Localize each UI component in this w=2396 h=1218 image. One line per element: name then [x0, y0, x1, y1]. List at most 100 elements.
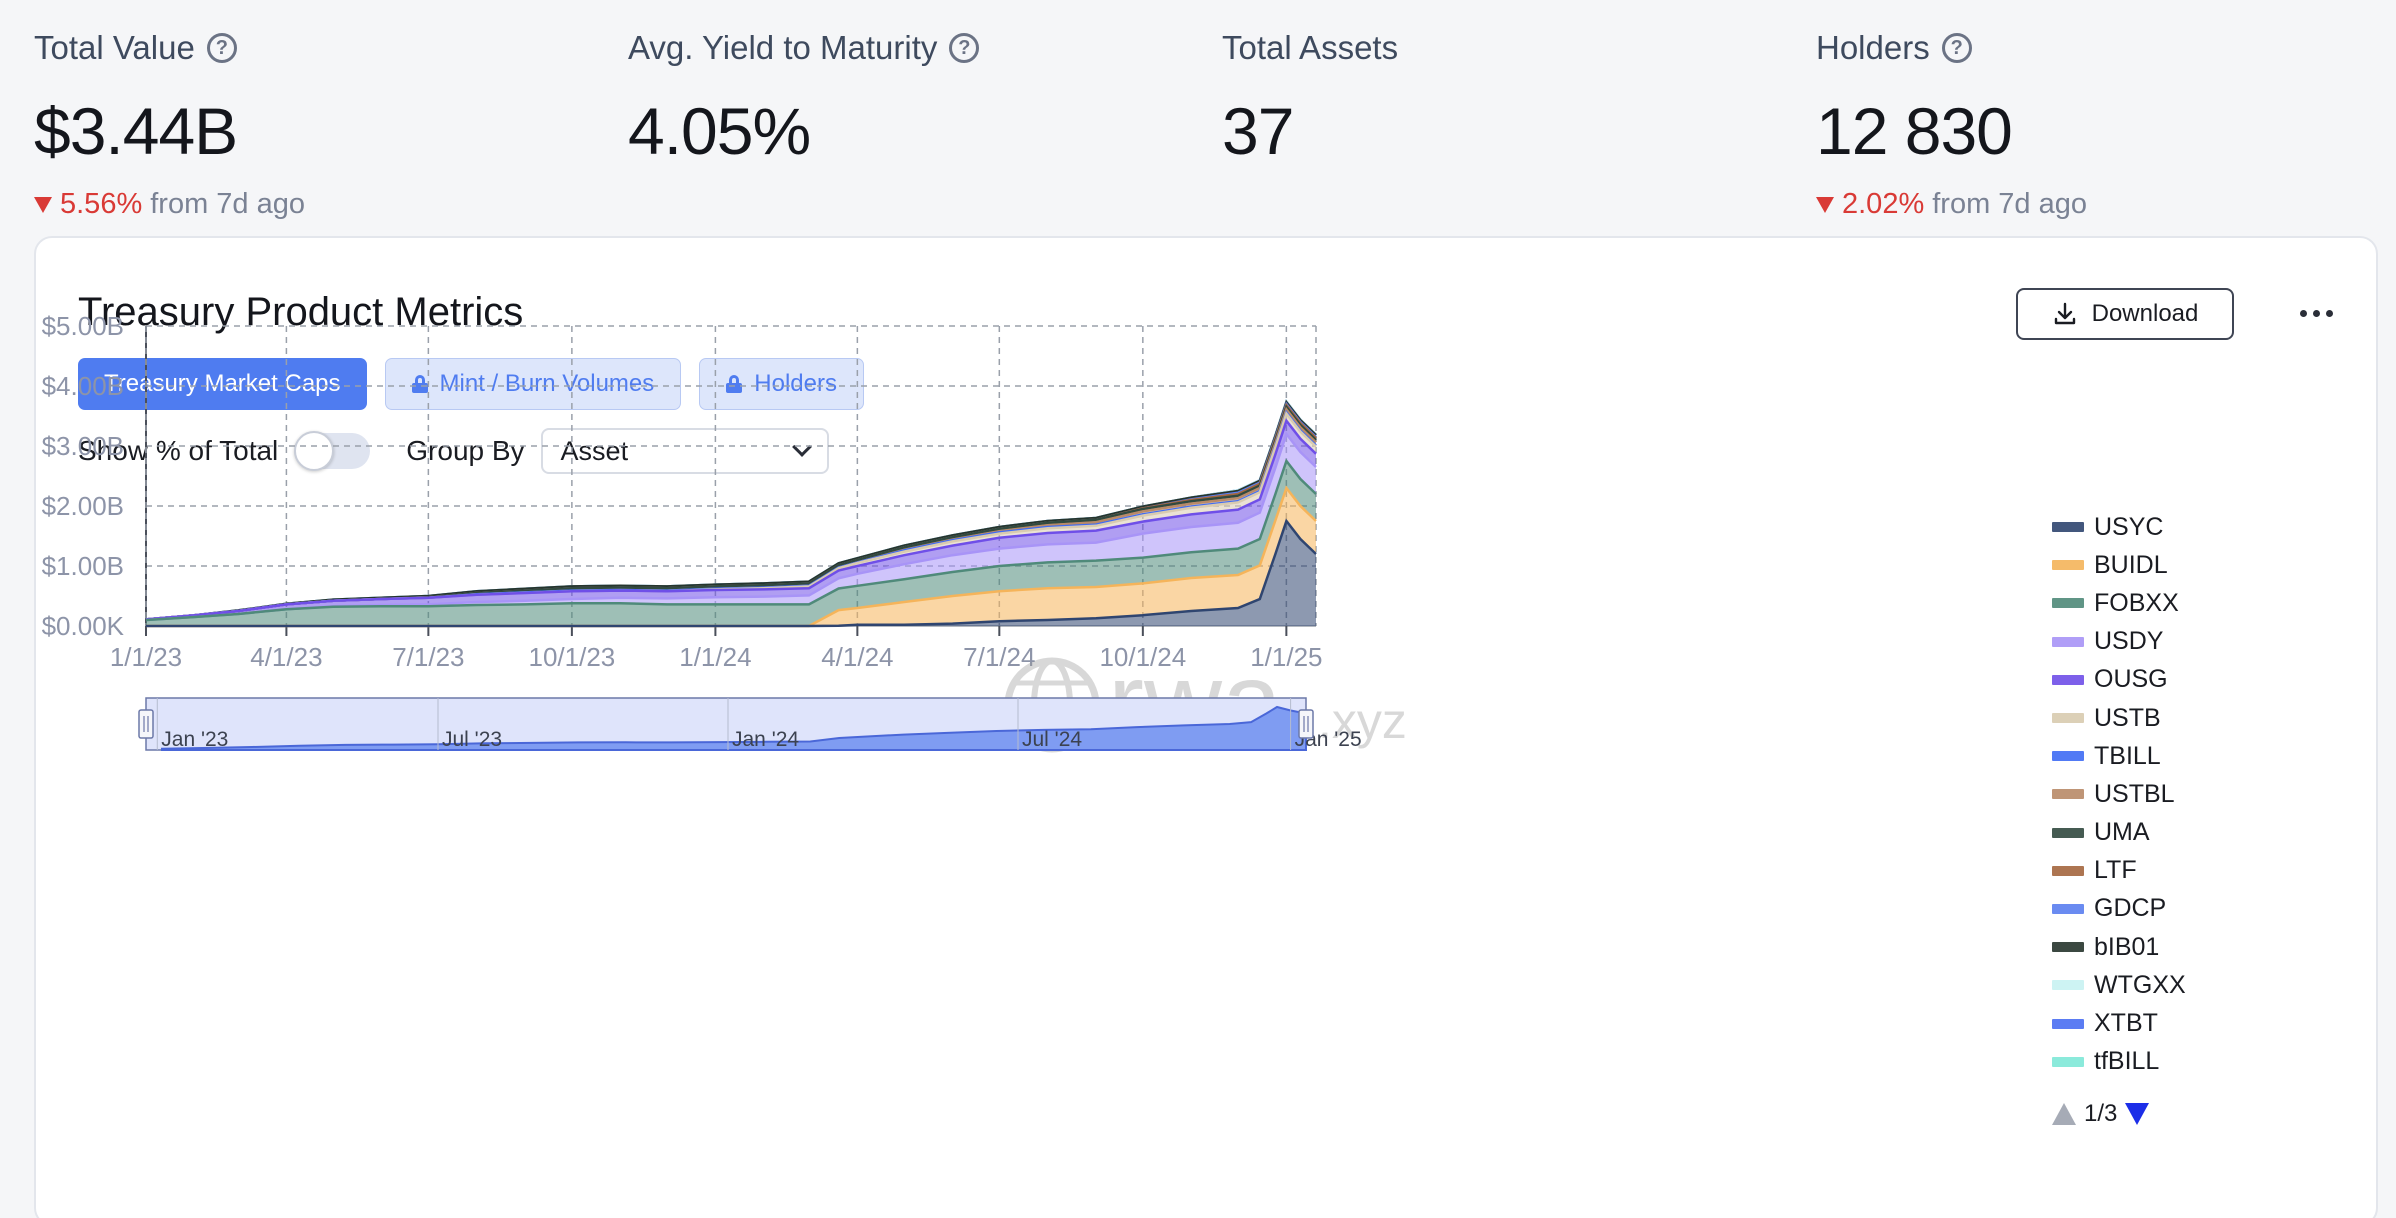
legend-swatch [2052, 636, 2084, 647]
legend-label: FOBXX [2094, 588, 2179, 617]
tab-label: Treasury Market Caps [104, 370, 341, 397]
kpi-label: Holders [1816, 29, 1930, 66]
y-tick-label: $1.00B [42, 551, 124, 581]
tab-label: Mint / Burn Volumes [439, 370, 655, 397]
navigator-series [161, 705, 1307, 751]
legend-swatch [2052, 942, 2084, 953]
navigator: Jan '23 Jul '23 Jan '24 Jul '24 Jan '25 [138, 697, 1362, 751]
watermark-suffix: .xyz [1318, 693, 1407, 749]
line-OUSG [145, 418, 1317, 621]
legend-label: XTBT [2094, 1009, 2158, 1038]
legend-swatch [2052, 560, 2084, 571]
help-icon[interactable]: ? [1941, 33, 1972, 63]
legend-swatch [2052, 674, 2084, 685]
legend-swatch [2052, 903, 2084, 914]
x-tick-label: 4/1/23 [250, 642, 322, 672]
legend-swatch [2052, 865, 2084, 876]
legend-swatch [2052, 1056, 2084, 1067]
y-tick-label: $4.00B [42, 371, 124, 401]
legend-item-XTBT[interactable]: XTBT [2052, 1004, 2186, 1042]
kpi-label: Total Assets [1222, 29, 1399, 66]
legend-label: bIB01 [2094, 932, 2160, 961]
legend-label: OUSG [2094, 665, 2168, 694]
x-tick-label: 7/1/23 [392, 642, 464, 672]
legend-swatch [2052, 751, 2084, 762]
legend-next-icon[interactable] [2125, 1103, 2150, 1125]
x-tick-label: 4/1/24 [821, 642, 893, 672]
grid-lines [145, 325, 1317, 634]
legend-prev-icon[interactable] [2052, 1103, 2076, 1125]
legend-swatch [2052, 827, 2084, 838]
legend-label: TBILL [2094, 741, 2161, 770]
kpi-change: 5.56% from 7d ago [34, 188, 594, 221]
kpi-change-suffix: from 7d ago [150, 188, 305, 220]
toggle-knob [294, 431, 335, 471]
kpi-change-value: 5.56% [60, 188, 143, 220]
legend-item-USTB[interactable]: USTB [2052, 699, 2186, 737]
more-options-icon[interactable] [2286, 300, 2346, 326]
legend-item-TBILL[interactable]: TBILL [2052, 737, 2186, 775]
legend-item-GDCP[interactable]: GDCP [2052, 890, 2186, 928]
group-by-label: Group By [406, 435, 525, 466]
x-tick-label: 10/1/23 [529, 642, 616, 672]
download-button[interactable]: Download [2016, 288, 2234, 340]
x-tick-label: 7/1/24 [963, 642, 1035, 672]
tab-treasury-market-caps[interactable]: Treasury Market Caps [78, 358, 367, 410]
legend-item-bIB01[interactable]: bIB01 [2052, 928, 2186, 966]
legend-swatch [2052, 789, 2084, 800]
legend-item-FOBXX[interactable]: FOBXX [2052, 584, 2186, 622]
navigator-label: Jul '24 [1022, 728, 1082, 751]
tab-label: Holders [754, 370, 837, 397]
kpi-change: 2.02% from 7d ago [1816, 188, 2376, 221]
line-USYC [146, 518, 1317, 628]
line-FOBXX [145, 458, 1317, 622]
legend-label: tfBILL [2094, 1047, 2160, 1076]
legend: USYC BUIDL FOBXX USDY OUSG USTB TBILL USTBL UMA L… [2052, 508, 2186, 1081]
tab-bar: Treasury Market Caps Mint / Burn Volumes… [78, 358, 864, 410]
kpi-label: Avg. Yield to Maturity [628, 29, 938, 66]
legend-label: GDCP [2094, 894, 2167, 923]
series-areas [145, 398, 1317, 628]
kpi-total-value: Total Value? $3.44B 5.56% from 7d ago [34, 26, 594, 221]
tab-holders[interactable]: Holders [699, 358, 864, 410]
treasury-metrics-card: Treasury Product Metrics Download Treasu… [34, 236, 2378, 1218]
legend-swatch [2052, 980, 2084, 991]
x-axis: 1/1/23 4/1/23 7/1/23 10/1/23 1/1/24 4/1/24 7/1… [110, 626, 1323, 672]
legend-page-text: 1/3 [2084, 1100, 2118, 1127]
legend-label: USYC [2094, 512, 2164, 541]
legend-item-tfBILL[interactable]: tfBILL [2052, 1043, 2186, 1081]
legend-swatch [2052, 713, 2084, 724]
navigator-handle-left[interactable] [138, 709, 154, 739]
legend-item-BUIDL[interactable]: BUIDL [2052, 546, 2186, 584]
area-FOBXX [146, 461, 1316, 626]
legend-item-LTF[interactable]: LTF [2052, 852, 2186, 890]
kpi-label: Total Value [34, 29, 195, 66]
legend-label: LTF [2094, 856, 2137, 885]
kpi-avg-yield: Avg. Yield to Maturity? 4.05% [628, 26, 1188, 164]
area-BUIDL [146, 488, 1316, 626]
show-pct-label: Show % of Total [78, 435, 279, 466]
down-arrow-icon [1816, 196, 1834, 213]
legend-item-OUSG[interactable]: OUSG [2052, 661, 2186, 699]
area-USYC [146, 521, 1316, 626]
legend-pager: 1/3 [2052, 1100, 2150, 1128]
legend-label: BUIDL [2094, 550, 2168, 579]
navigator-handle-right[interactable] [1298, 709, 1314, 739]
legend-item-WTGXX[interactable]: WTGXX [2052, 966, 2186, 1004]
legend-label: USTBL [2094, 779, 2175, 808]
download-label: Download [2091, 300, 2199, 327]
legend-item-USYC[interactable]: USYC [2052, 508, 2186, 546]
kpi-change-value: 2.02% [1842, 188, 1925, 220]
legend-label: UMA [2094, 818, 2150, 847]
y-tick-label: $2.00B [42, 491, 124, 521]
market-cap-chart: $0.00K $1.00B $2.00B $3.00B $4.00B $5.00B 1/1… [42, 311, 1407, 761]
help-icon[interactable]: ? [949, 33, 980, 63]
kpi-value: 37 [1222, 94, 1294, 168]
show-pct-toggle[interactable] [294, 431, 371, 471]
legend-label: WTGXX [2094, 970, 2186, 999]
legend-item-UMA[interactable]: UMA [2052, 814, 2186, 852]
help-icon[interactable]: ? [206, 33, 237, 63]
tab-mint-burn-volumes[interactable]: Mint / Burn Volumes [384, 358, 682, 410]
legend-item-USTBL[interactable]: USTBL [2052, 775, 2186, 813]
legend-item-USDY[interactable]: USDY [2052, 623, 2186, 661]
